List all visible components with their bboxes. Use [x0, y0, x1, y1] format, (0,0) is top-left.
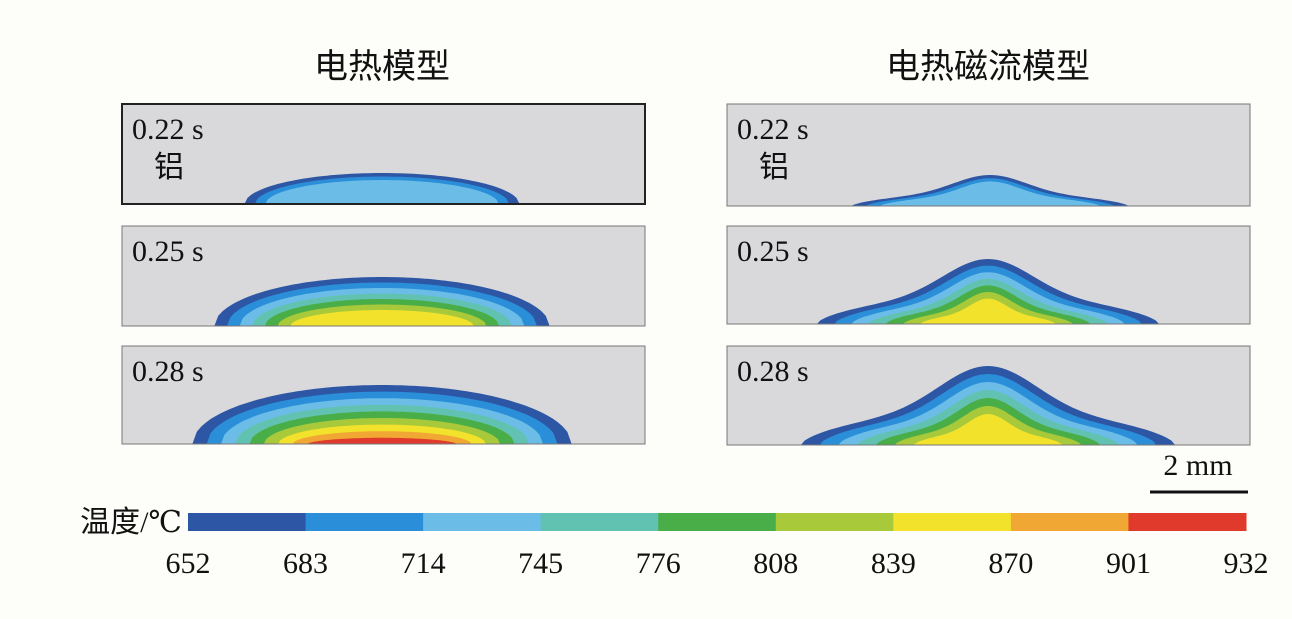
time-label: 0.28 s	[737, 355, 809, 388]
contour-group	[851, 175, 1129, 206]
material-label: 铝	[759, 151, 789, 184]
time-label: 0.22 s	[737, 113, 809, 146]
colorbar-tick-label: 776	[636, 547, 681, 580]
contour-band	[920, 298, 1056, 324]
time-label: 0.25 s	[132, 235, 204, 268]
panel-border	[121, 345, 646, 445]
material-label: 铝	[154, 151, 184, 184]
colorbar-segment	[1010, 513, 1129, 531]
colorbar-segment	[658, 513, 777, 531]
colorbar-tick-label: 901	[1106, 547, 1151, 580]
panel: 0.22 s 铝	[726, 103, 1251, 207]
colorbar-tick-label: 652	[166, 547, 211, 580]
colorbar-tick-label: 808	[753, 547, 798, 580]
scale-bar-label: 2 mm	[1163, 449, 1232, 482]
colorbar-tick-label: 714	[401, 547, 446, 580]
panel-border	[726, 103, 1251, 207]
contour-band	[879, 181, 1101, 206]
time-label: 0.22 s	[132, 113, 204, 146]
contour-group	[244, 173, 520, 204]
panel-border	[121, 103, 646, 205]
panel: 0.25 s	[726, 225, 1251, 325]
colorbar-segment	[1128, 513, 1247, 531]
colorbar-label: 温度/℃	[80, 506, 182, 539]
contour-group	[800, 366, 1176, 445]
title: 电热磁流模型	[886, 48, 1090, 86]
colorbar-segment	[305, 513, 424, 531]
contour-group	[214, 277, 550, 326]
contour-band	[913, 414, 1063, 445]
contour-band	[265, 180, 499, 204]
title: 电热模型	[314, 48, 450, 86]
colorbar-tick-label: 745	[518, 547, 563, 580]
colorbar-tick-label: 683	[283, 547, 328, 580]
colorbar-tick-label: 932	[1224, 547, 1269, 580]
panel-border	[726, 225, 1251, 325]
contour-band	[290, 310, 474, 326]
time-label: 0.28 s	[132, 355, 204, 388]
colorbar-tick-label: 839	[871, 547, 916, 580]
contour-band	[307, 437, 457, 444]
contour-group	[192, 385, 572, 444]
colorbar-segment	[775, 513, 894, 531]
colorbar-tick-label: 870	[988, 547, 1033, 580]
contour-group	[816, 259, 1160, 324]
colorbar-segment	[540, 513, 659, 531]
panel: 0.28 s	[726, 345, 1251, 446]
panel-border	[726, 345, 1251, 446]
colorbar-segment	[423, 513, 542, 531]
panel: 0.22 s 铝	[121, 103, 646, 205]
panel: 0.25 s	[121, 225, 646, 327]
colorbar-segment	[893, 513, 1012, 531]
time-label: 0.25 s	[737, 235, 809, 268]
panel-border	[121, 225, 646, 327]
panel: 0.28 s	[121, 345, 646, 445]
colorbar-segment	[188, 513, 307, 531]
